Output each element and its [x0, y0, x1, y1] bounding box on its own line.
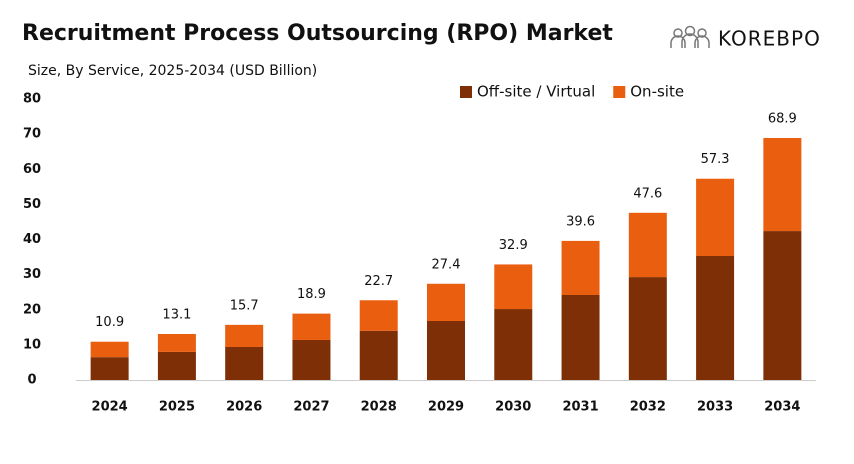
bar-segment: [561, 240, 600, 295]
y-tick-label: 40: [23, 232, 41, 247]
bar-segment: [696, 178, 735, 257]
total-label: 27.4: [432, 257, 461, 272]
bar-segment: [763, 137, 802, 232]
logo-text: KOREBPO: [718, 27, 821, 51]
total-label: 22.7: [364, 274, 393, 289]
legend-swatch: [460, 86, 472, 98]
legend-label: On-site: [630, 83, 684, 101]
x-tick-label: 2034: [764, 400, 800, 415]
x-tick-label: 2028: [361, 400, 397, 415]
total-label: 57.3: [701, 152, 730, 167]
logo-icon: [670, 25, 710, 48]
y-tick-label: 10: [23, 337, 41, 352]
bar-segment: [359, 330, 398, 380]
bar-segment: [561, 294, 600, 380]
bar-segment: [225, 346, 264, 380]
total-label: 15.7: [230, 298, 259, 313]
bar-segment: [427, 283, 465, 321]
legend-swatch: [613, 86, 626, 98]
bar-segment: [157, 333, 196, 352]
chart-title: Recruitment Process Outsourcing (RPO) Ma…: [22, 21, 613, 46]
bar-segment: [427, 320, 465, 380]
total-label: 18.9: [297, 287, 326, 302]
bar-segment: [157, 351, 196, 380]
bar-segment: [90, 341, 129, 358]
total-label: 10.9: [95, 315, 124, 330]
total-label: 39.6: [566, 214, 595, 229]
bar-segment: [292, 339, 331, 380]
x-tick-label: 2030: [495, 400, 531, 415]
total-label: 32.9: [499, 238, 528, 253]
bar-segment: [494, 264, 533, 310]
bar-segment: [292, 313, 331, 340]
y-tick-label: 30: [23, 267, 41, 282]
bar-segment: [359, 300, 398, 331]
legend-label: Off-site / Virtual: [477, 83, 595, 101]
x-tick-label: 2027: [293, 400, 329, 415]
x-tick-label: 2029: [428, 400, 464, 415]
y-tick-label: 0: [27, 373, 36, 388]
bar-segment: [494, 309, 533, 380]
bar-segment: [628, 212, 667, 278]
y-tick-label: 20: [23, 302, 41, 317]
bar-segment: [628, 277, 667, 380]
y-tick-label: 70: [23, 127, 41, 142]
x-tick-label: 2026: [226, 400, 262, 415]
total-label: 13.1: [162, 307, 191, 322]
x-tick-label: 2024: [92, 400, 128, 415]
total-label: 68.9: [768, 111, 797, 126]
x-tick-label: 2031: [562, 400, 598, 415]
y-tick-label: 50: [23, 197, 41, 212]
x-tick-label: 2033: [697, 400, 733, 415]
bar-segment: [763, 231, 802, 380]
y-tick-label: 60: [23, 162, 41, 177]
y-tick-label: 80: [23, 92, 41, 107]
chart-subtitle: Size, By Service, 2025-2034 (USD Billion…: [28, 63, 317, 79]
x-tick-label: 2032: [630, 400, 666, 415]
bar-segment: [696, 256, 735, 380]
total-label: 47.6: [633, 186, 662, 201]
bar-segment: [90, 357, 129, 380]
bar-segment: [225, 324, 264, 347]
x-tick-label: 2025: [159, 400, 195, 415]
